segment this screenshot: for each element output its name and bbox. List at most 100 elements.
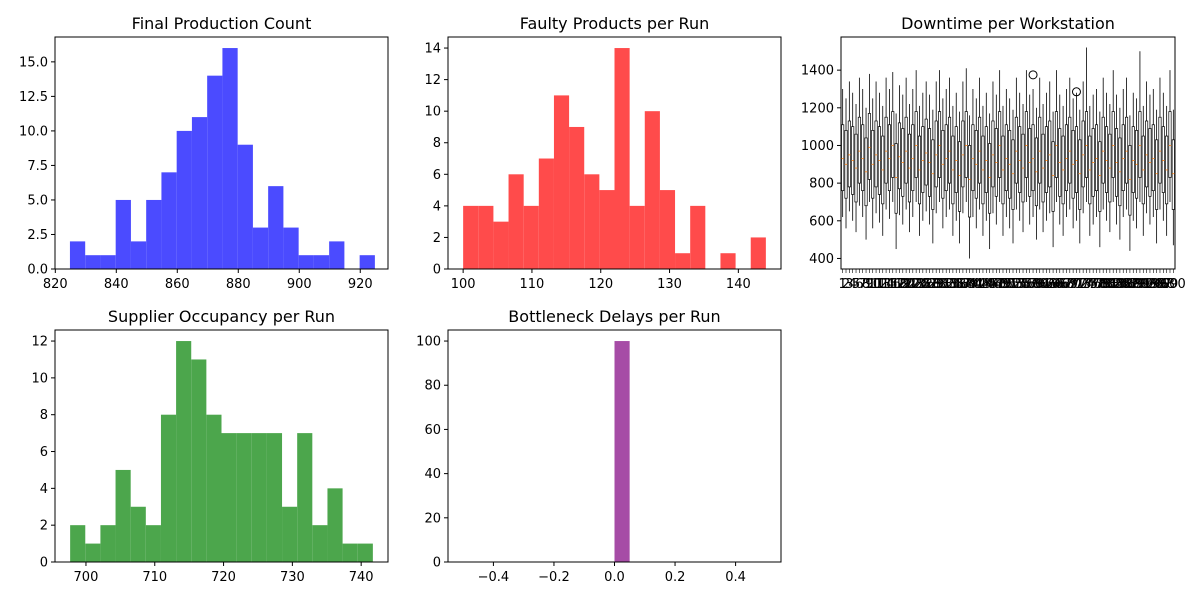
histogram-bar bbox=[478, 205, 494, 269]
x-tick-label: 10 bbox=[864, 277, 881, 292]
box-21 bbox=[907, 104, 911, 233]
x-tick-label: 6 bbox=[855, 277, 863, 292]
box-body bbox=[998, 111, 1002, 178]
box-15 bbox=[887, 88, 891, 219]
box-82 bbox=[1111, 70, 1115, 202]
box-72 bbox=[1078, 109, 1082, 244]
box-96 bbox=[1158, 77, 1162, 210]
x-tick-label: 55 bbox=[1015, 277, 1032, 292]
y-tick-label: 20 bbox=[424, 511, 441, 526]
box-92 bbox=[1145, 81, 1149, 214]
box-46 bbox=[991, 81, 995, 214]
x-tick-label: 18 bbox=[891, 277, 908, 292]
x-tick-label: 91 bbox=[1135, 277, 1152, 292]
subplot-2: Faulty Products per Run 100 110 120 130 140 0 2… bbox=[424, 14, 782, 292]
box-57 bbox=[1028, 94, 1032, 225]
box-87 bbox=[1128, 115, 1132, 251]
box-body bbox=[978, 116, 982, 184]
x-tick-label: 41 bbox=[968, 277, 985, 292]
box-8 bbox=[864, 107, 868, 240]
x-tick-label: 93 bbox=[1142, 277, 1159, 292]
box-81 bbox=[1108, 104, 1112, 233]
box-58 bbox=[1031, 88, 1035, 218]
box-16 bbox=[891, 72, 895, 202]
x-tick-label: 840 bbox=[104, 277, 129, 292]
box-body bbox=[1014, 116, 1018, 184]
x-tick-label: 34 bbox=[945, 277, 962, 292]
x-tick-label: 140 bbox=[726, 277, 751, 292]
box-body bbox=[1004, 124, 1008, 192]
box-body bbox=[841, 124, 845, 192]
y-tick-label: 1000 bbox=[801, 139, 834, 154]
x-tick-label: 89 bbox=[1128, 277, 1145, 292]
axes-frame bbox=[447, 329, 782, 563]
y-tick-label: 4 bbox=[40, 482, 48, 497]
box-59 bbox=[1034, 107, 1038, 240]
box-88 bbox=[1131, 92, 1135, 221]
box-body bbox=[961, 120, 965, 188]
histogram-bar bbox=[160, 414, 177, 562]
x-tick-label: 21 bbox=[901, 277, 918, 292]
box-11 bbox=[874, 81, 878, 214]
x-tick-label: 77 bbox=[1088, 277, 1105, 292]
histogram-bar bbox=[176, 130, 192, 269]
box-18 bbox=[897, 85, 901, 216]
box-44 bbox=[984, 92, 988, 221]
box-22 bbox=[911, 88, 915, 218]
histogram-bar bbox=[298, 255, 314, 269]
box-24 bbox=[917, 105, 922, 236]
box-body bbox=[964, 111, 968, 178]
box-31 bbox=[941, 98, 945, 229]
box-body bbox=[1038, 116, 1042, 184]
histogram-bar bbox=[614, 48, 630, 269]
x-tick-label: 20 bbox=[898, 277, 915, 292]
histogram-bar bbox=[614, 341, 630, 562]
box-1 bbox=[841, 88, 845, 218]
box-body bbox=[897, 122, 901, 190]
x-tick-label: 24 bbox=[911, 277, 928, 292]
y-tick-label: 10.0 bbox=[19, 124, 48, 139]
histogram-bar bbox=[629, 205, 645, 269]
x-tick-label: 720 bbox=[211, 570, 236, 585]
box-32 bbox=[944, 88, 948, 218]
box-body bbox=[1121, 124, 1125, 192]
histogram-bar bbox=[115, 469, 131, 562]
box-65 bbox=[1054, 70, 1058, 202]
x-tick-label: 59 bbox=[1028, 277, 1045, 292]
x-tick-label: 120 bbox=[588, 277, 613, 292]
box-23 bbox=[914, 70, 918, 202]
histogram-bar bbox=[100, 525, 116, 562]
x-tick-label: 99 bbox=[1162, 277, 1179, 292]
x-tick-label: 62 bbox=[1038, 277, 1055, 292]
box-body bbox=[1151, 124, 1155, 192]
x-tick-label: 860 bbox=[165, 277, 190, 292]
box-80 bbox=[1105, 92, 1109, 221]
x-tick-label: 1 bbox=[839, 277, 847, 292]
box-28 bbox=[931, 109, 935, 244]
box-6 bbox=[857, 77, 861, 206]
histogram-bar bbox=[569, 126, 585, 269]
box-body bbox=[1101, 116, 1105, 184]
box-13 bbox=[881, 105, 885, 236]
box-98 bbox=[1165, 105, 1169, 236]
box-73 bbox=[1081, 81, 1085, 214]
subplot-title: Bottleneck Delays per Run bbox=[508, 307, 720, 326]
box-body bbox=[857, 116, 861, 184]
box-body bbox=[1171, 139, 1175, 210]
y-tick-label: 0 bbox=[433, 263, 441, 278]
y-tick-label: 12 bbox=[31, 335, 48, 350]
box-99 bbox=[1168, 70, 1172, 202]
subplot-1: Final Production Count 820 840 860 880 900 920… bbox=[19, 14, 389, 292]
box-100 bbox=[1171, 109, 1175, 246]
histogram-bar bbox=[115, 199, 131, 269]
box-body bbox=[931, 139, 935, 210]
x-tick-label: 69 bbox=[1062, 277, 1079, 292]
box-body bbox=[1094, 124, 1099, 192]
box-68 bbox=[1064, 88, 1068, 218]
box-body bbox=[891, 111, 895, 178]
histogram-bar bbox=[70, 525, 86, 562]
box-25 bbox=[921, 92, 925, 221]
box-body bbox=[1068, 116, 1072, 184]
box-body bbox=[847, 120, 851, 188]
box-45 bbox=[988, 113, 992, 250]
